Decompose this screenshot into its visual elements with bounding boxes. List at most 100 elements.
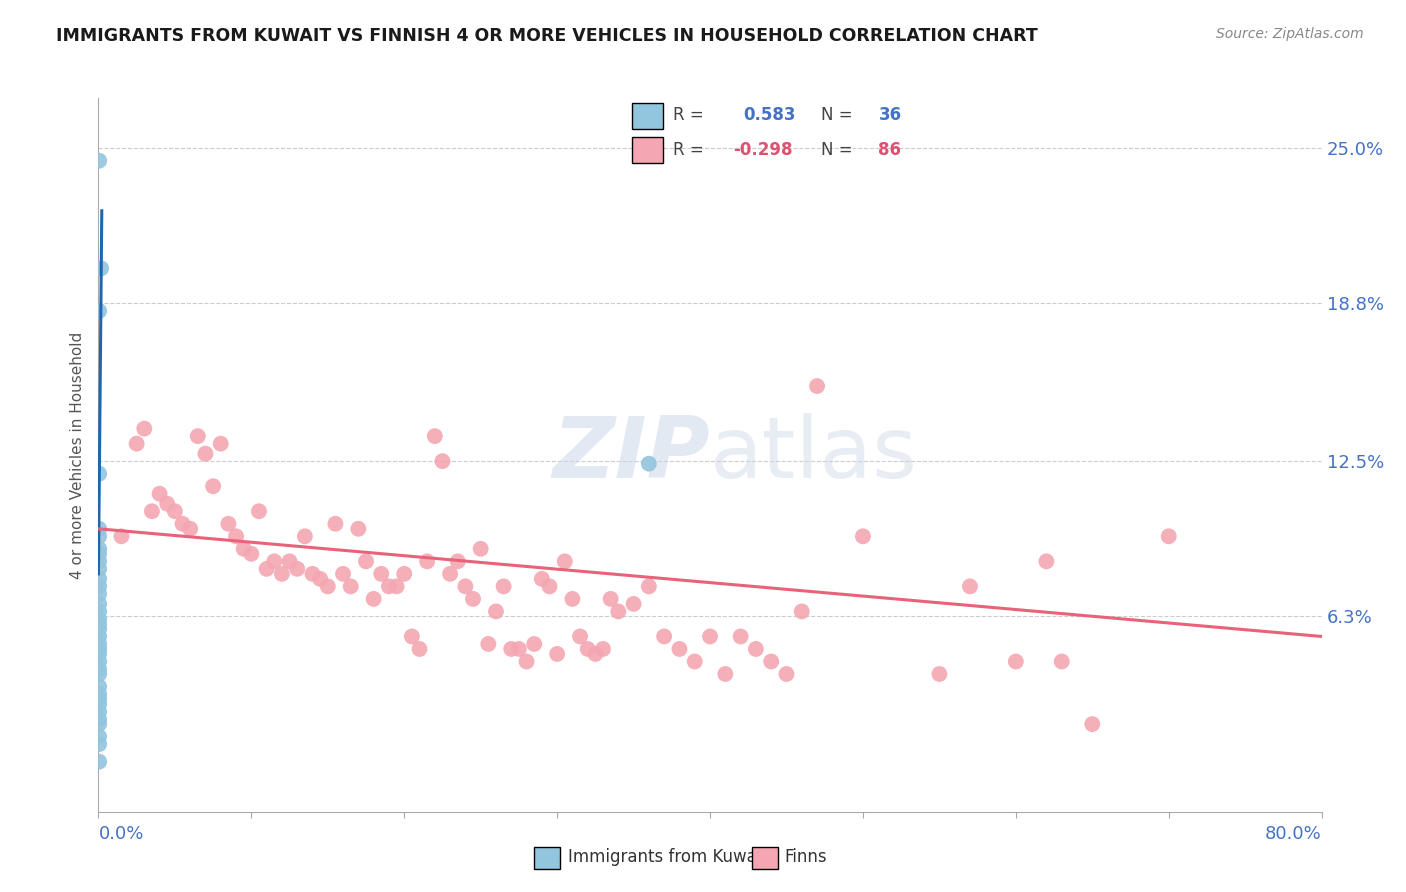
Text: Immigrants from Kuwait: Immigrants from Kuwait <box>568 848 768 866</box>
Point <box>89 730 111 744</box>
Point <box>194 447 217 461</box>
Point <box>149 487 172 501</box>
Point <box>638 579 661 593</box>
Point <box>569 630 592 644</box>
Point <box>89 541 111 556</box>
Point <box>89 637 111 651</box>
Text: N =: N = <box>821 141 858 159</box>
Point <box>225 529 247 543</box>
Point <box>89 755 111 769</box>
Text: ZIP: ZIP <box>553 413 710 497</box>
Point <box>89 687 111 701</box>
Point <box>652 630 675 644</box>
Point <box>332 566 354 581</box>
Point <box>790 604 813 618</box>
Point <box>163 504 186 518</box>
Point <box>217 516 239 531</box>
Point <box>89 467 111 481</box>
Point <box>959 579 981 593</box>
Point <box>202 479 225 493</box>
Text: -0.298: -0.298 <box>734 141 793 159</box>
Point <box>439 566 461 581</box>
Text: Finns: Finns <box>785 848 827 866</box>
Point <box>89 655 111 669</box>
Point <box>301 566 323 581</box>
Point <box>638 457 661 471</box>
Point <box>683 655 706 669</box>
Point <box>209 436 232 450</box>
Point <box>294 529 316 543</box>
Point <box>1050 655 1073 669</box>
Point <box>546 647 568 661</box>
Point <box>501 642 523 657</box>
Point <box>89 554 111 568</box>
Text: N =: N = <box>821 106 858 124</box>
Point <box>554 554 576 568</box>
Point <box>89 692 111 706</box>
Point <box>278 554 301 568</box>
Point <box>89 597 111 611</box>
Point <box>561 591 583 606</box>
Point <box>270 566 294 581</box>
Point <box>89 153 111 168</box>
Point <box>378 579 401 593</box>
Point <box>516 655 538 669</box>
Point <box>1004 655 1026 669</box>
Point <box>416 554 439 568</box>
Point <box>370 566 392 581</box>
Point <box>316 579 339 593</box>
Point <box>89 737 111 751</box>
Point <box>89 667 111 681</box>
Point <box>1157 529 1180 543</box>
Point <box>187 429 209 443</box>
Point <box>928 667 950 681</box>
Point <box>90 261 112 276</box>
Point <box>172 516 194 531</box>
Point <box>408 642 430 657</box>
Point <box>775 667 797 681</box>
Point <box>89 612 111 626</box>
Point <box>89 697 111 711</box>
Point <box>309 572 332 586</box>
Text: IMMIGRANTS FROM KUWAIT VS FINNISH 4 OR MORE VEHICLES IN HOUSEHOLD CORRELATION CH: IMMIGRANTS FROM KUWAIT VS FINNISH 4 OR M… <box>56 27 1038 45</box>
Point <box>623 597 645 611</box>
Point <box>263 554 285 568</box>
Text: 0.0%: 0.0% <box>98 825 143 843</box>
Point <box>141 504 163 518</box>
Point <box>392 566 416 581</box>
Point <box>423 429 446 443</box>
Point <box>89 705 111 719</box>
Point <box>401 630 423 644</box>
Point <box>1081 717 1104 731</box>
Point <box>1035 554 1057 568</box>
Text: 80.0%: 80.0% <box>1265 825 1322 843</box>
Point <box>240 547 263 561</box>
Point <box>530 572 553 586</box>
Point <box>89 712 111 726</box>
Point <box>256 562 278 576</box>
Point <box>89 604 111 618</box>
Y-axis label: 4 or more Vehicles in Household: 4 or more Vehicles in Household <box>70 331 86 579</box>
Point <box>339 579 361 593</box>
Point <box>134 422 156 436</box>
Point <box>761 655 783 669</box>
Point <box>125 436 148 450</box>
Point <box>89 622 111 636</box>
Point <box>89 304 111 318</box>
FancyBboxPatch shape <box>633 137 662 162</box>
Text: atlas: atlas <box>710 413 918 497</box>
Point <box>745 642 768 657</box>
Point <box>576 642 599 657</box>
Point <box>523 637 546 651</box>
Text: 0.583: 0.583 <box>744 106 796 124</box>
Point <box>89 562 111 576</box>
Point <box>583 647 606 661</box>
Point <box>89 547 111 561</box>
Point <box>699 630 721 644</box>
Point <box>89 630 111 644</box>
Point <box>179 522 201 536</box>
Point <box>852 529 875 543</box>
Point <box>477 637 499 651</box>
Text: 36: 36 <box>879 106 901 124</box>
Point <box>232 541 254 556</box>
